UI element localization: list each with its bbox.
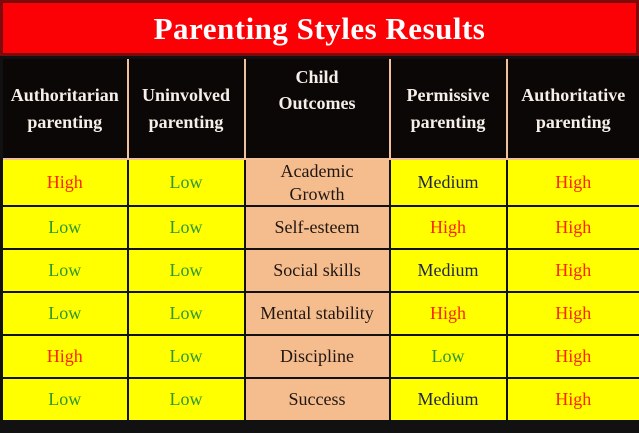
rating-cell-authoritative-parenting: High [505, 291, 639, 336]
outcome-cell: Self-esteem [243, 205, 391, 250]
table-row: Low Low Success Medium High [0, 377, 639, 424]
outcome-cell: Mental stability [243, 291, 391, 336]
rating-cell-authoritative-parenting: High [505, 205, 639, 250]
table-row: High Low Discipline Low High [0, 334, 639, 379]
rating-cell-permissive-parenting: Medium [388, 377, 508, 424]
header-row: Authoritarian parenting Uninvolved parent… [0, 56, 639, 160]
column-header-authoritative-parenting: Authoritative parenting [505, 56, 639, 160]
rating-cell-authoritarian-parenting: Low [0, 205, 129, 250]
rating-cell-permissive-parenting: High [388, 291, 508, 336]
outcome-cell: Discipline [243, 334, 391, 379]
outcome-cell: Success [243, 377, 391, 424]
column-header-permissive-parenting: Permissive parenting [388, 56, 508, 160]
table-row: Low Low Social skills Medium High [0, 248, 639, 293]
rating-cell-authoritarian-parenting: Low [0, 291, 129, 336]
rating-cell-permissive-parenting: Low [388, 334, 508, 379]
rating-cell-authoritarian-parenting: High [0, 158, 129, 207]
rating-cell-uninvolved-parenting: Low [126, 377, 246, 424]
rating-cell-authoritative-parenting: High [505, 158, 639, 207]
table-row: Low Low Mental stability High High [0, 291, 639, 336]
title-banner: Parenting Styles Results [0, 0, 639, 56]
outcome-cell: Academic Growth [243, 158, 391, 207]
rating-cell-uninvolved-parenting: Low [126, 334, 246, 379]
rating-cell-authoritarian-parenting: Low [0, 377, 129, 424]
rating-cell-uninvolved-parenting: Low [126, 291, 246, 336]
outcome-cell: Social skills [243, 248, 391, 293]
results-table: Authoritarian parenting Uninvolved parent… [0, 56, 639, 425]
rating-cell-authoritarian-parenting: High [0, 334, 129, 379]
rating-cell-permissive-parenting: High [388, 205, 508, 250]
column-header-child-outcomes: Child Outcomes [243, 56, 391, 160]
page-title: Parenting Styles Results [153, 10, 486, 46]
rating-cell-uninvolved-parenting: Low [126, 158, 246, 207]
column-header-uninvolved-parenting: Uninvolved parenting [126, 56, 246, 160]
rating-cell-authoritarian-parenting: Low [0, 248, 129, 293]
rating-cell-authoritative-parenting: High [505, 377, 639, 424]
rating-cell-uninvolved-parenting: Low [126, 205, 246, 250]
rating-cell-authoritative-parenting: High [505, 334, 639, 379]
rating-cell-authoritative-parenting: High [505, 248, 639, 293]
rating-cell-permissive-parenting: Medium [388, 248, 508, 293]
table-row: Low Low Self-esteem High High [0, 205, 639, 250]
rating-cell-uninvolved-parenting: Low [126, 248, 246, 293]
table-row: High Low Academic Growth Medium High [0, 158, 639, 207]
column-header-authoritarian-parenting: Authoritarian parenting [0, 56, 129, 160]
rating-cell-permissive-parenting: Medium [388, 158, 508, 207]
